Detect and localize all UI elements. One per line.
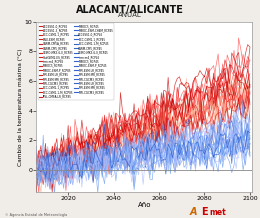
Text: met: met [209, 208, 226, 217]
Text: A: A [190, 207, 197, 217]
Text: E: E [202, 207, 208, 217]
Y-axis label: Cambio de la temperatura máxima (°C): Cambio de la temperatura máxima (°C) [18, 48, 23, 165]
Text: © Agencia Estatal de Meteorología: © Agencia Estatal de Meteorología [5, 213, 67, 217]
X-axis label: Año: Año [138, 202, 151, 208]
Text: ANUAL: ANUAL [118, 12, 142, 18]
Legend: ACCESS1-0_RCP85, ACCESS1-3_RCP85, BCC-CSM1-1_RCP85, BNU-ESM_RCP85, CNRM-CM5A_RCP: ACCESS1-0_RCP85, ACCESS1-3_RCP85, BCC-CS… [38, 23, 114, 100]
Text: ALACANT/ALICANTE: ALACANT/ALICANTE [76, 5, 184, 15]
